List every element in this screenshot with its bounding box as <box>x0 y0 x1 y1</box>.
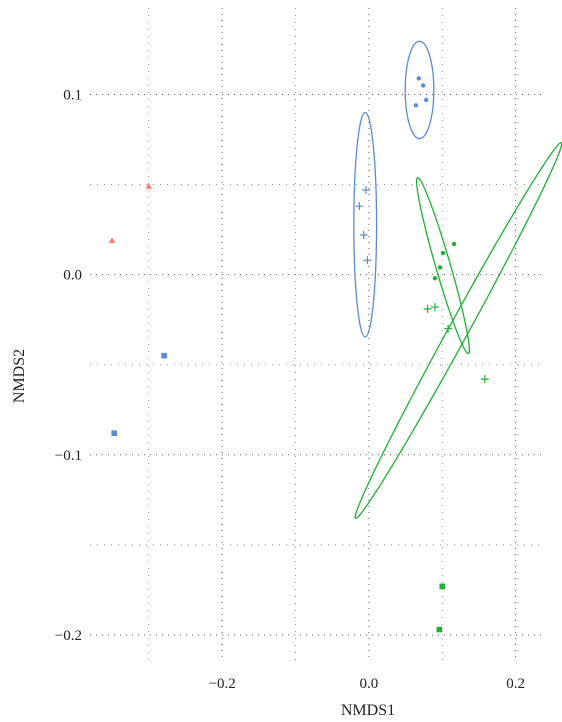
data-point-plus <box>360 231 368 239</box>
x-tick-label: 0.0 <box>359 676 378 692</box>
y-tick-label: −0.2 <box>55 628 82 644</box>
data-point-dot <box>452 242 456 246</box>
confidence-ellipse <box>405 41 434 138</box>
data-point-plus <box>444 325 452 333</box>
data-point-dot <box>438 265 442 269</box>
confidence-ellipse <box>354 112 377 336</box>
data-point-square <box>439 584 445 590</box>
data-point-dot <box>433 276 437 280</box>
y-tick-label: 0.1 <box>63 87 82 103</box>
tick-label-layer: −0.2 0.0 0.2 −0.2 −0.1 0.0 0.1 <box>55 87 525 692</box>
data-point-plus <box>424 305 432 313</box>
confidence-ellipse <box>355 143 562 519</box>
data-point-dot <box>421 83 425 87</box>
data-point-plus <box>481 375 489 383</box>
x-tick-label: 0.2 <box>506 676 525 692</box>
y-tick-label: 0.0 <box>63 268 82 284</box>
data-point-dot <box>424 98 428 102</box>
confidence-ellipse <box>417 178 470 354</box>
data-point-plus <box>431 303 439 311</box>
y-tick-label: −0.1 <box>55 448 82 464</box>
data-point-dot <box>441 251 445 255</box>
ellipse-layer <box>354 41 562 518</box>
data-point-plus <box>355 202 363 210</box>
x-axis-title: NMDS1 <box>341 702 395 719</box>
data-point-square <box>437 627 443 633</box>
data-point-square <box>161 353 167 359</box>
grid-layer <box>90 8 545 662</box>
x-tick-label: −0.2 <box>208 676 235 692</box>
data-point-triangle <box>109 237 115 243</box>
y-axis-title: NMDS2 <box>11 349 28 403</box>
point-layer <box>109 76 489 632</box>
data-point-triangle <box>146 183 152 189</box>
data-point-dot <box>417 76 421 80</box>
data-point-plus <box>362 186 370 194</box>
data-point-plus <box>363 256 371 264</box>
data-point-dot <box>414 103 418 107</box>
data-point-square <box>111 430 117 436</box>
